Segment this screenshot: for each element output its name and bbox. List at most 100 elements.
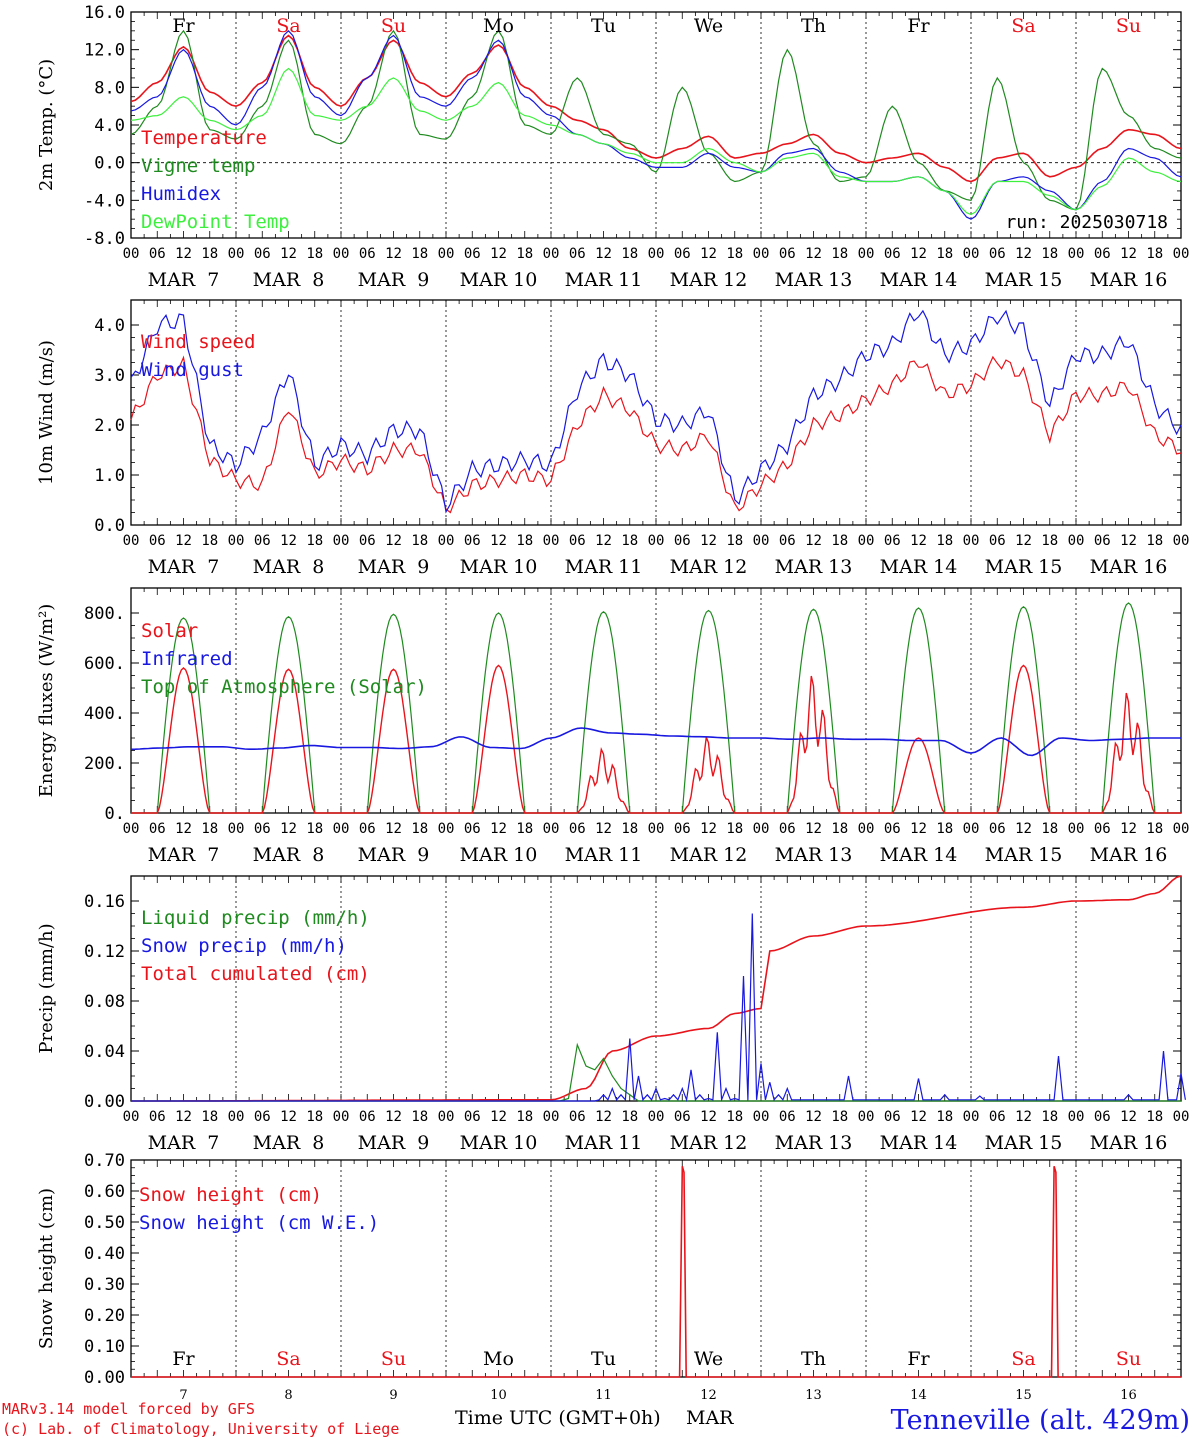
hour-tick-label: 06 xyxy=(359,533,376,549)
hour-tick-label: 18 xyxy=(201,1109,218,1125)
date-label: MAR 15 xyxy=(985,556,1063,578)
hour-tick-label: 06 xyxy=(779,1109,796,1125)
hour-tick-label: 18 xyxy=(201,246,218,262)
hour-tick-label: 12 xyxy=(490,1109,507,1125)
hour-tick-label: 06 xyxy=(569,821,586,837)
y-tick-label: 8.0 xyxy=(94,78,125,98)
solar-line xyxy=(131,664,1181,814)
hour-tick-label: 12 xyxy=(385,533,402,549)
date-label: MAR 13 xyxy=(775,844,853,866)
hour-tick-label: 06 xyxy=(149,246,166,262)
run-annotation: run: 2025030718 xyxy=(1005,212,1168,233)
hour-tick-label: 18 xyxy=(936,1109,953,1125)
hour-tick-label: 06 xyxy=(569,533,586,549)
hour-tick-label: 12 xyxy=(490,533,507,549)
hour-tick-label: 06 xyxy=(149,1109,166,1125)
date-label: MAR 11 xyxy=(565,556,643,578)
hour-tick-label: 18 xyxy=(1041,1109,1058,1125)
legend-entry: Wind speed xyxy=(141,331,255,353)
hour-tick-label: 12 xyxy=(1015,821,1032,837)
liquid-precip-line xyxy=(131,1042,1181,1102)
y-tick-label: 800. xyxy=(84,604,125,624)
hour-tick-label: 06 xyxy=(989,821,1006,837)
hour-tick-label: 00 xyxy=(753,821,770,837)
weekday-label: Fr xyxy=(172,1348,195,1370)
x-axis-label: Time UTC (GMT+0h) xyxy=(455,1407,661,1429)
date-label: MAR 13 xyxy=(775,269,853,291)
legend-entry: Top of Atmosphere (Solar) xyxy=(141,676,427,698)
hour-tick-label: 00 xyxy=(333,821,350,837)
y-tick-label: 3.0 xyxy=(94,366,125,386)
hour-tick-label: 00 xyxy=(963,533,980,549)
snow-height-line xyxy=(131,1165,1181,1378)
hour-tick-label: 06 xyxy=(884,533,901,549)
hour-tick-label: 00 xyxy=(858,246,875,262)
date-label: MAR 7 xyxy=(148,1132,220,1154)
hour-tick-label: 18 xyxy=(1041,246,1058,262)
date-label: MAR 16 xyxy=(1090,269,1168,291)
snow-precip-line xyxy=(131,913,1186,1103)
y-tick-label: 200. xyxy=(84,754,125,774)
series-line-3 xyxy=(130,67,1182,216)
y-tick-label: 4.0 xyxy=(94,116,125,136)
date-label: MAR 12 xyxy=(670,556,748,578)
station-name: Tenneville (alt. 429m) xyxy=(891,1405,1190,1436)
hour-tick-label: 06 xyxy=(464,246,481,262)
weekday-label: Sa xyxy=(276,15,300,37)
date-label: MAR 11 xyxy=(565,269,643,291)
legend-entry: Humidex xyxy=(141,183,221,205)
legend-entry: Temperature xyxy=(141,127,267,149)
weekday-label: Su xyxy=(1116,15,1141,37)
hour-tick-label: 06 xyxy=(1094,246,1111,262)
hour-tick-label: 00 xyxy=(1173,821,1190,837)
legend-entry: DewPoint Temp xyxy=(141,211,290,233)
hour-tick-label: 12 xyxy=(1120,533,1137,549)
hour-tick-label: 06 xyxy=(149,533,166,549)
hour-tick-label: 12 xyxy=(490,821,507,837)
date-label: MAR 15 xyxy=(985,844,1063,866)
hour-tick-label: 06 xyxy=(359,821,376,837)
y-axis-label: Precip (mm/h) xyxy=(36,923,57,1053)
date-label: MAR 10 xyxy=(460,269,538,291)
date-label: MAR 14 xyxy=(880,556,958,578)
hour-tick-label: 00 xyxy=(858,821,875,837)
hour-tick-label: 18 xyxy=(1146,533,1163,549)
weekday-label: Tu xyxy=(591,15,616,37)
day-number: 10 xyxy=(490,1388,507,1403)
series-line-1 xyxy=(130,309,1182,514)
panel-1: 4.0 3.0 2.0 1.0 0.0 10m Wind (m/s) 00 06 12 18 00 0… xyxy=(36,299,1189,578)
date-label: MAR 13 xyxy=(775,1132,853,1154)
hour-tick-label: 00 xyxy=(123,821,140,837)
date-label: MAR 16 xyxy=(1090,1132,1168,1154)
date-label: MAR 14 xyxy=(880,269,958,291)
hour-tick-label: 12 xyxy=(385,1109,402,1125)
day-number: 14 xyxy=(910,1388,927,1403)
y-tick-label: 16.0 xyxy=(84,3,125,23)
hour-tick-label: 18 xyxy=(411,533,428,549)
weekday-label: Sa xyxy=(1011,1348,1035,1370)
y-tick-label: 0. xyxy=(105,804,125,824)
hour-tick-label: 06 xyxy=(1094,533,1111,549)
y-axis-label: Snow height (cm) xyxy=(36,1188,57,1349)
lab-credit: (c) Lab. of Climatology, University of L… xyxy=(2,1420,399,1438)
hour-tick-label: 00 xyxy=(1068,533,1085,549)
hour-tick-label: 18 xyxy=(831,246,848,262)
weekday-label: Mo xyxy=(483,1348,514,1370)
date-label: MAR 15 xyxy=(985,1132,1063,1154)
hour-tick-label: 06 xyxy=(149,821,166,837)
legend-entry: Solar xyxy=(141,620,198,642)
hour-tick-label: 12 xyxy=(910,1109,927,1125)
hour-tick-label: 12 xyxy=(700,1109,717,1125)
date-label: MAR 9 xyxy=(358,844,430,866)
date-label: MAR 14 xyxy=(880,1132,958,1154)
weekday-label: Fr xyxy=(907,1348,930,1370)
date-label: MAR 7 xyxy=(148,556,220,578)
hour-tick-label: 06 xyxy=(1094,1109,1111,1125)
hour-tick-label: 12 xyxy=(280,533,297,549)
hour-tick-label: 18 xyxy=(411,821,428,837)
panel-3: 0.16 0.12 0.08 0.04 0.00 Precip (mm/h) 00 06 12 1… xyxy=(36,875,1189,1154)
hour-tick-label: 18 xyxy=(621,1109,638,1125)
hour-tick-label: 18 xyxy=(306,533,323,549)
hour-tick-label: 18 xyxy=(516,246,533,262)
